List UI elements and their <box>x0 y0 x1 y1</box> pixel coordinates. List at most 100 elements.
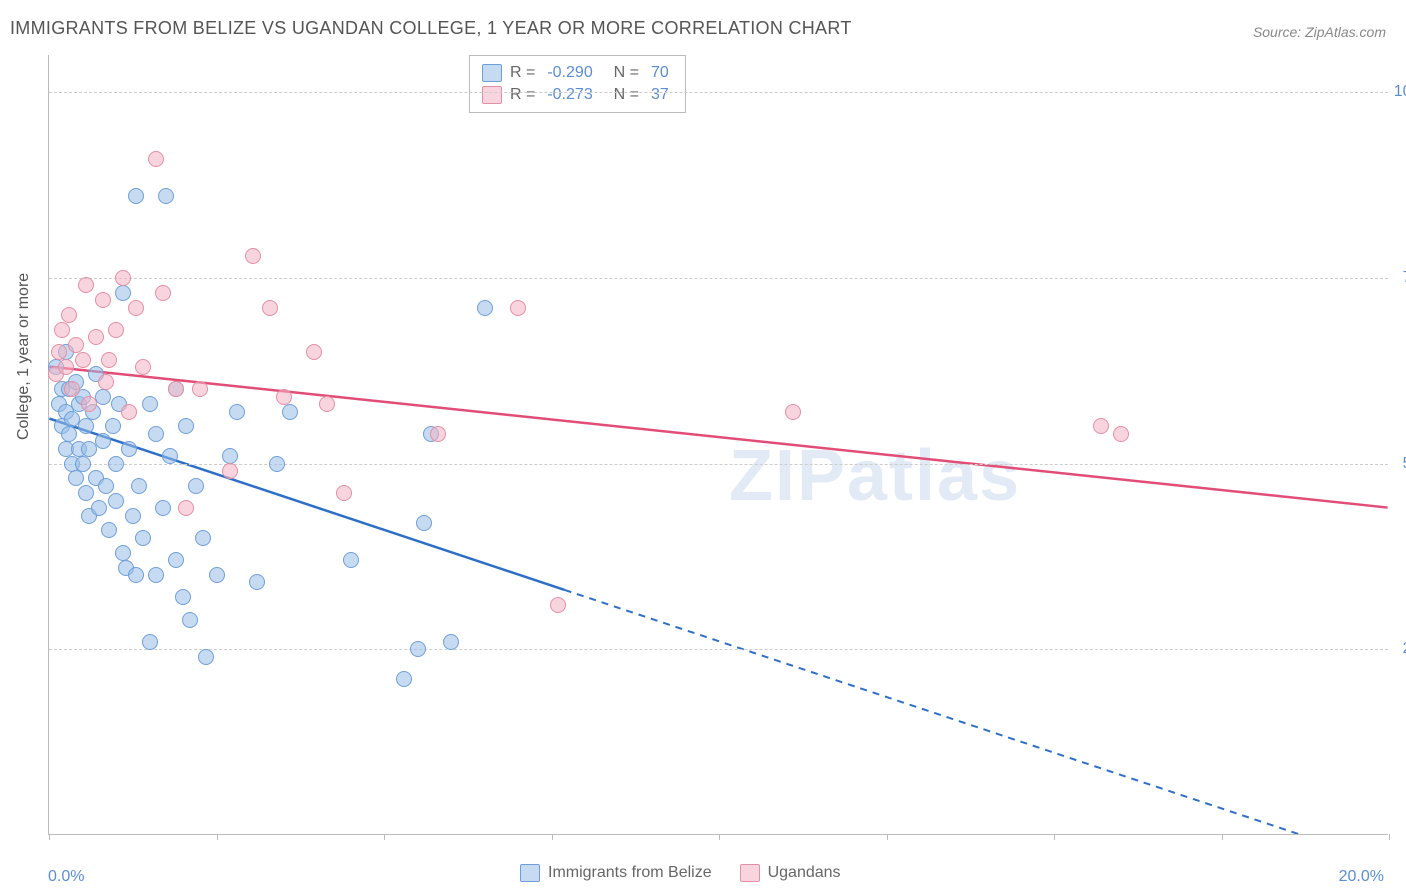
scatter-point <box>101 352 117 368</box>
legend-n1: 70 <box>651 64 669 82</box>
scatter-point <box>282 404 298 420</box>
scatter-point <box>222 463 238 479</box>
scatter-point <box>178 500 194 516</box>
scatter-point <box>121 404 137 420</box>
scatter-point <box>168 381 184 397</box>
scatter-point <box>75 456 91 472</box>
scatter-point <box>68 470 84 486</box>
legend-n-label: N = <box>605 86 639 104</box>
x-tick <box>719 834 720 840</box>
scatter-point <box>477 300 493 316</box>
scatter-point <box>416 515 432 531</box>
scatter-point <box>198 649 214 665</box>
scatter-point <box>178 418 194 434</box>
x-tick <box>887 834 888 840</box>
chart-title: IMMIGRANTS FROM BELIZE VS UGANDAN COLLEG… <box>10 18 852 39</box>
watermark-text: ZIPatlas <box>729 435 1021 517</box>
scatter-point <box>95 433 111 449</box>
scatter-point <box>209 567 225 583</box>
x-tick-label-max: 20.0% <box>1339 868 1384 886</box>
regression-lines-svg <box>49 55 1388 834</box>
scatter-point <box>142 634 158 650</box>
x-tick <box>49 834 50 840</box>
scatter-point <box>269 456 285 472</box>
scatter-point <box>192 381 208 397</box>
gridline <box>49 649 1388 650</box>
scatter-point <box>155 500 171 516</box>
y-tick-label: 25.0% <box>1393 640 1406 658</box>
series-legend-item-2: Ugandans <box>740 864 841 882</box>
scatter-point <box>229 404 245 420</box>
scatter-point <box>1093 418 1109 434</box>
scatter-point <box>121 441 137 457</box>
scatter-point <box>319 396 335 412</box>
scatter-point <box>64 381 80 397</box>
scatter-point <box>105 418 121 434</box>
x-tick <box>1054 834 1055 840</box>
scatter-point <box>222 448 238 464</box>
scatter-point <box>148 426 164 442</box>
scatter-point <box>306 344 322 360</box>
scatter-point <box>142 396 158 412</box>
scatter-point <box>410 641 426 657</box>
scatter-point <box>115 285 131 301</box>
scatter-point <box>98 374 114 390</box>
scatter-point <box>108 493 124 509</box>
chart-plot-area: ZIPatlas R = -0.290 N = 70 R = -0.273 N … <box>48 55 1388 835</box>
scatter-point <box>785 404 801 420</box>
series-legend: Immigrants from Belize Ugandans <box>520 864 841 882</box>
scatter-point <box>510 300 526 316</box>
scatter-point <box>430 426 446 442</box>
scatter-point <box>58 359 74 375</box>
y-tick-label: 50.0% <box>1393 455 1406 473</box>
scatter-point <box>343 552 359 568</box>
y-axis-label: College, 1 year or more <box>15 273 33 440</box>
legend-n-label: N = <box>605 64 639 82</box>
scatter-point <box>101 522 117 538</box>
series-swatch-2 <box>740 864 760 882</box>
legend-r2: -0.273 <box>547 86 592 104</box>
scatter-point <box>175 589 191 605</box>
series-label-2: Ugandans <box>768 864 841 882</box>
scatter-point <box>98 478 114 494</box>
scatter-point <box>128 300 144 316</box>
scatter-point <box>148 151 164 167</box>
scatter-point <box>336 485 352 501</box>
series-swatch-1 <box>520 864 540 882</box>
scatter-point <box>168 552 184 568</box>
scatter-point <box>88 329 104 345</box>
scatter-point <box>188 478 204 494</box>
scatter-point <box>131 478 147 494</box>
scatter-point <box>61 307 77 323</box>
y-tick-label: 75.0% <box>1393 269 1406 287</box>
correlation-legend: R = -0.290 N = 70 R = -0.273 N = 37 <box>469 55 686 113</box>
legend-row-2: R = -0.273 N = 37 <box>482 84 673 106</box>
legend-n2: 37 <box>651 86 669 104</box>
scatter-point <box>95 292 111 308</box>
scatter-point <box>78 277 94 293</box>
legend-r1: -0.290 <box>547 64 592 82</box>
scatter-point <box>78 485 94 501</box>
legend-r-label: R = <box>510 86 535 104</box>
legend-swatch-2 <box>482 86 502 104</box>
x-tick <box>552 834 553 840</box>
scatter-point <box>115 270 131 286</box>
scatter-point <box>128 567 144 583</box>
scatter-point <box>68 337 84 353</box>
scatter-point <box>54 322 70 338</box>
legend-row-1: R = -0.290 N = 70 <box>482 62 673 84</box>
scatter-point <box>108 456 124 472</box>
scatter-point <box>262 300 278 316</box>
scatter-point <box>75 352 91 368</box>
scatter-point <box>135 359 151 375</box>
scatter-point <box>108 322 124 338</box>
y-tick-label: 100.0% <box>1393 83 1406 101</box>
scatter-point <box>249 574 265 590</box>
scatter-point <box>550 597 566 613</box>
legend-swatch-1 <box>482 64 502 82</box>
scatter-point <box>276 389 292 405</box>
scatter-point <box>61 426 77 442</box>
source-attribution: Source: ZipAtlas.com <box>1253 24 1386 40</box>
gridline <box>49 278 1388 279</box>
x-tick <box>384 834 385 840</box>
